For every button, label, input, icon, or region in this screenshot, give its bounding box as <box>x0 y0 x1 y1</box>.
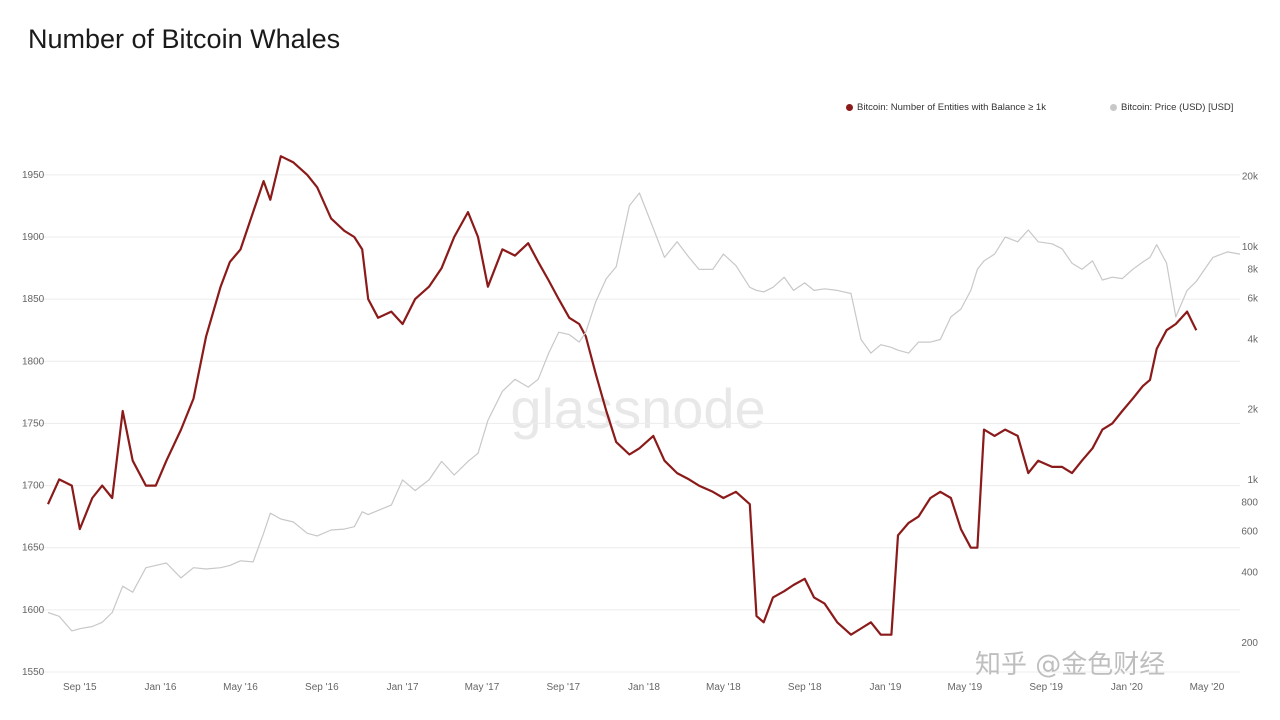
x-tick-label: Sep '16 <box>305 682 339 693</box>
watermark-text: glassnode <box>510 377 765 440</box>
y-left-tick-label: 1700 <box>22 481 45 492</box>
legend-item-whales[interactable]: Bitcoin: Number of Entities with Balance… <box>846 102 1046 113</box>
x-tick-label: Sep '18 <box>788 682 822 693</box>
legend-swatch-whales <box>846 104 853 111</box>
y-left-tick-label: 1650 <box>22 543 45 554</box>
y-left-tick-label: 1900 <box>22 232 45 243</box>
y-right-tick-label: 20k <box>1242 172 1259 183</box>
x-tick-label: May '20 <box>1190 682 1225 693</box>
y-right-tick-label: 800 <box>1241 497 1258 508</box>
legend-label-price: Bitcoin: Price (USD) [USD] <box>1121 102 1234 113</box>
x-tick-label: Jan '16 <box>144 682 176 693</box>
chart-legend: Bitcoin: Number of Entities with Balance… <box>846 102 1266 118</box>
y-left-tick-label: 1550 <box>22 667 45 678</box>
series-line-whales <box>46 155 1198 636</box>
legend-item-price[interactable]: Bitcoin: Price (USD) [USD] <box>1110 102 1233 113</box>
x-tick-label: May '19 <box>947 682 982 693</box>
y-right-tick-label: 600 <box>1241 527 1258 538</box>
y-left-tick-label: 1950 <box>22 170 45 181</box>
y-right-tick-label: 1k <box>1247 475 1259 486</box>
y-left-tick-label: 1850 <box>22 294 45 305</box>
chart-title: Number of Bitcoin Whales <box>28 24 341 54</box>
y-right-tick-label: 400 <box>1241 568 1258 579</box>
y-right-tick-label: 10k <box>1242 242 1259 253</box>
x-tick-label: Sep '15 <box>63 682 97 693</box>
y-right-tick-label: 6k <box>1247 293 1259 304</box>
x-tick-label: Jan '19 <box>869 682 901 693</box>
x-tick-label: May '16 <box>223 682 258 693</box>
x-tick-label: Jan '17 <box>387 682 419 693</box>
x-tick-label: May '17 <box>465 682 500 693</box>
y-right-tick-label: 2k <box>1247 405 1259 416</box>
y-left-tick-label: 1750 <box>22 418 45 429</box>
y-left-tick-label: 1800 <box>22 356 45 367</box>
y-right-tick-label: 4k <box>1247 335 1259 346</box>
y-left-tick-label: 1600 <box>22 605 45 616</box>
x-tick-label: May '18 <box>706 682 741 693</box>
x-tick-label: Jan '18 <box>628 682 660 693</box>
x-tick-label: Sep '17 <box>546 682 580 693</box>
legend-swatch-price <box>1110 104 1117 111</box>
x-tick-label: Jan '20 <box>1111 682 1143 693</box>
y-right-tick-label: 8k <box>1247 264 1259 275</box>
credit-watermark: 知乎 @金色财经 <box>975 650 1166 680</box>
series-line-price <box>47 192 1241 632</box>
x-tick-label: Sep '19 <box>1029 682 1063 693</box>
y-right-tick-label: 200 <box>1241 638 1258 649</box>
legend-label-whales: Bitcoin: Number of Entities with Balance… <box>857 102 1046 113</box>
